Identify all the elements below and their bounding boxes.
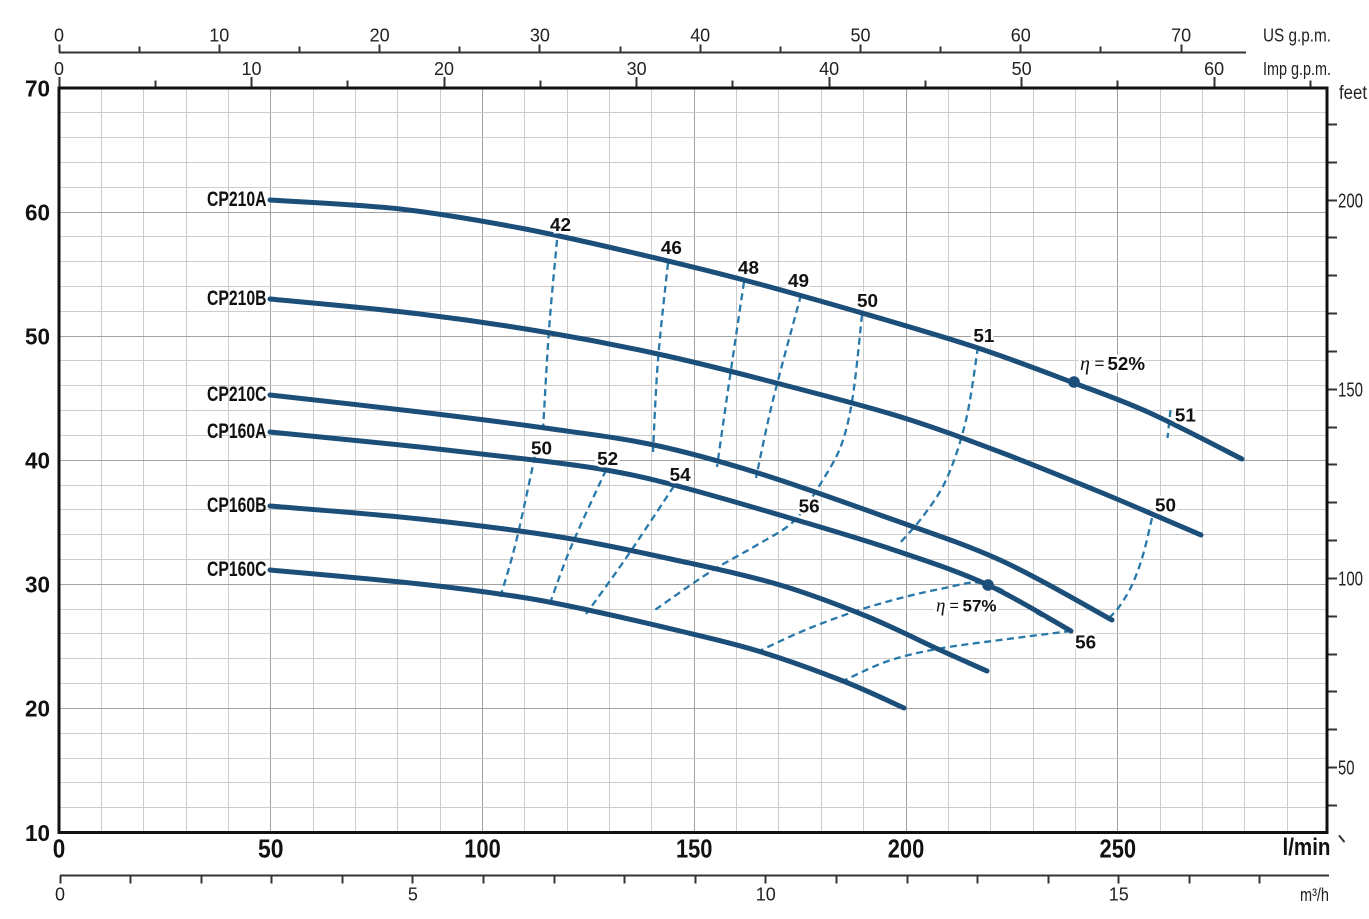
svg-text:l/min: l/min: [1283, 834, 1331, 861]
svg-text:10: 10: [25, 820, 50, 846]
svg-text:US g.p.m.: US g.p.m.: [1263, 26, 1331, 46]
svg-text:200: 200: [888, 834, 925, 864]
svg-text:20: 20: [25, 696, 50, 722]
svg-text:50: 50: [1012, 59, 1032, 79]
svg-text:40: 40: [25, 448, 50, 474]
svg-text:CP210C: CP210C: [207, 383, 267, 406]
svg-text:51: 51: [973, 326, 994, 346]
svg-text:60: 60: [1011, 26, 1031, 46]
svg-text:56: 56: [799, 497, 820, 517]
svg-text:5: 5: [408, 885, 418, 905]
svg-text:42: 42: [550, 215, 571, 235]
svg-text:CP160B: CP160B: [207, 494, 267, 517]
svg-text:η: η: [936, 596, 945, 617]
svg-text:40: 40: [819, 59, 839, 79]
svg-text:50: 50: [851, 26, 871, 46]
svg-text:50: 50: [1338, 758, 1355, 780]
svg-text:150: 150: [1338, 380, 1363, 402]
svg-text:η: η: [1080, 353, 1090, 375]
svg-text:51: 51: [1175, 406, 1196, 426]
svg-text:CP210B: CP210B: [207, 287, 267, 310]
svg-text:60: 60: [25, 199, 50, 225]
svg-text:feet: feet: [1339, 82, 1367, 104]
svg-text:100: 100: [1338, 569, 1363, 591]
svg-text:20: 20: [434, 59, 454, 79]
svg-text:60: 60: [1204, 59, 1224, 79]
svg-text:54: 54: [670, 465, 691, 485]
svg-text:15: 15: [1109, 885, 1129, 905]
svg-text:50: 50: [25, 324, 50, 350]
svg-text:49: 49: [788, 271, 809, 291]
svg-text:CP160C: CP160C: [207, 558, 267, 581]
svg-text:70: 70: [25, 75, 50, 101]
svg-text:=: =: [950, 598, 959, 615]
svg-text:200: 200: [1338, 190, 1363, 212]
svg-text:30: 30: [530, 26, 550, 46]
svg-text:10: 10: [756, 885, 776, 905]
svg-text:m³/h: m³/h: [1300, 885, 1329, 905]
svg-text:52: 52: [597, 449, 618, 469]
svg-text:48: 48: [738, 258, 759, 278]
svg-text:57%: 57%: [963, 597, 997, 616]
svg-text:=: =: [1095, 354, 1105, 373]
svg-text:50: 50: [258, 834, 284, 864]
svg-text:50: 50: [1155, 496, 1176, 516]
svg-text:0: 0: [53, 834, 66, 864]
svg-text:50: 50: [857, 291, 878, 311]
svg-text:0: 0: [55, 885, 65, 905]
svg-text:10: 10: [242, 59, 262, 79]
svg-text:52%: 52%: [1108, 354, 1146, 374]
svg-text:30: 30: [25, 572, 50, 598]
svg-text:Imp g.p.m.: Imp g.p.m.: [1263, 59, 1331, 79]
svg-text:250: 250: [1100, 834, 1137, 864]
svg-text:30: 30: [627, 59, 647, 79]
svg-text:100: 100: [464, 834, 501, 864]
svg-text:70: 70: [1171, 26, 1191, 46]
svg-text:CP160A: CP160A: [207, 420, 267, 443]
svg-text:CP210A: CP210A: [207, 188, 267, 211]
svg-text:0: 0: [54, 26, 64, 46]
svg-text:50: 50: [531, 439, 552, 459]
svg-text:10: 10: [209, 26, 229, 46]
svg-text:46: 46: [661, 238, 682, 258]
svg-text:40: 40: [690, 26, 710, 46]
svg-text:56: 56: [1075, 633, 1096, 653]
svg-text:0: 0: [54, 59, 64, 79]
svg-text:20: 20: [370, 26, 390, 46]
svg-text:150: 150: [676, 834, 713, 864]
